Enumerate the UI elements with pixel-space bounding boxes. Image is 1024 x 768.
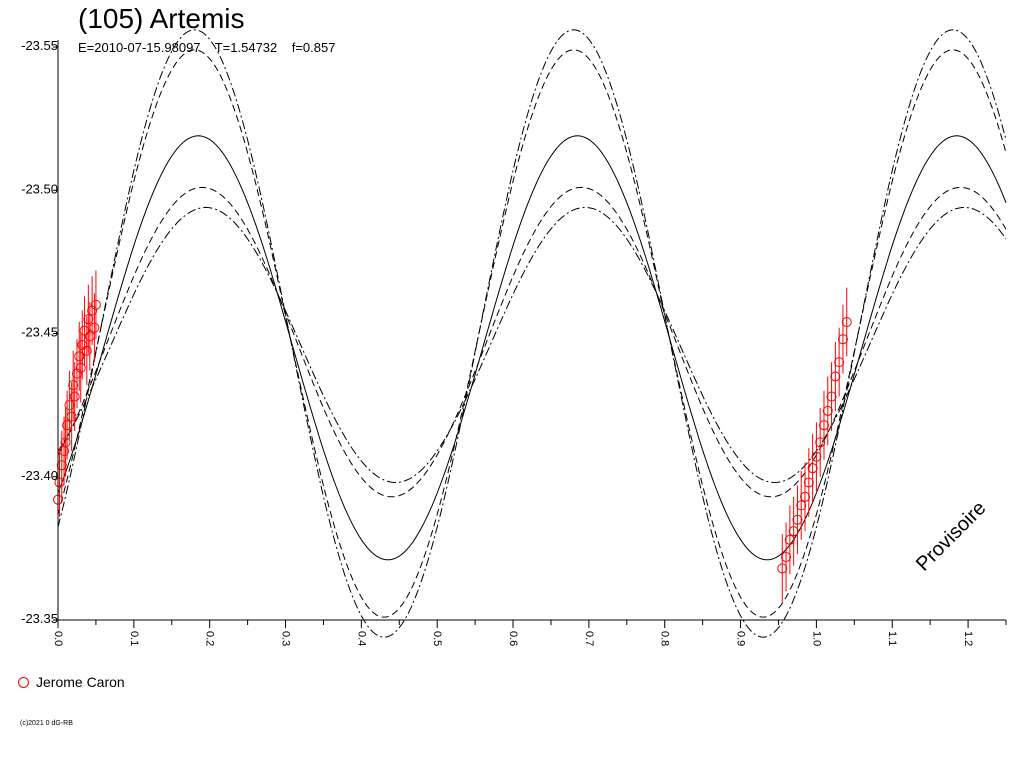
data-point [69, 391, 80, 402]
x-tick-label: 0.2 [204, 631, 216, 646]
model-curve-4 [57, 29, 1007, 638]
data-point [79, 325, 90, 336]
copyright-text: (c)2021 0 dG-RB [20, 720, 73, 727]
data-points [53, 270, 852, 603]
x-tick-label: 1.0 [810, 631, 822, 646]
data-point [71, 368, 82, 379]
data-point [64, 400, 75, 411]
data-point [56, 460, 67, 471]
data-point [815, 437, 826, 448]
data-point [792, 514, 803, 525]
y-tick-label: -23.55 [21, 38, 58, 53]
data-point [83, 314, 94, 325]
data-point [68, 380, 79, 391]
x-tick-label: 0.6 [507, 631, 519, 646]
x-tick-label: 0.3 [280, 631, 292, 646]
x-tick-label: 0.8 [659, 631, 671, 646]
data-point [811, 451, 822, 462]
data-point [60, 437, 71, 448]
data-point [837, 334, 848, 345]
y-tick-label: -23.50 [21, 181, 58, 196]
data-point [89, 322, 100, 333]
data-point [75, 362, 86, 373]
data-point [800, 491, 811, 502]
model-curve-2 [57, 49, 1007, 618]
legend-circle-icon [18, 676, 29, 688]
x-tick-label: 0.4 [355, 631, 367, 646]
x-tick-label: 0.9 [735, 631, 747, 646]
x-tick-label: 0.5 [431, 631, 443, 646]
legend-label: Jerome Caron [36, 674, 125, 690]
data-point [781, 551, 792, 562]
legend: Jerome Caron [18, 674, 125, 690]
data-point [796, 500, 807, 511]
model-curve-3 [57, 186, 1007, 498]
data-point [74, 351, 85, 362]
y-tick-label: -23.45 [21, 325, 58, 340]
y-tick-label: -23.35 [21, 611, 58, 626]
data-point [826, 391, 837, 402]
data-point [830, 371, 841, 382]
y-tick-label: -23.40 [21, 468, 58, 483]
data-point [81, 345, 92, 356]
data-point [90, 299, 101, 310]
data-point [788, 526, 799, 537]
data-point [818, 420, 829, 431]
data-point [777, 563, 788, 574]
chart-title: (105) Artemis [78, 3, 245, 34]
x-tick-label: 1.2 [962, 631, 974, 646]
chart-axes: 0.0 0.1 0.2 0.3 0.4 0.5 0.6 0.7 0.8 0.9 1.0 1.1 1.2 -… [21, 38, 1007, 646]
x-tick-label: 0.0 [52, 631, 64, 646]
data-point [822, 405, 833, 416]
data-point [803, 477, 814, 488]
model-curve-1 [57, 135, 1007, 561]
data-point [66, 411, 77, 422]
x-tick-label: 0.7 [583, 631, 595, 646]
model-curve-5 [57, 206, 1007, 484]
chart-subtitle: E=2010-07-15.98097 T=1.54732 f=0.857 [78, 40, 336, 55]
x-tick-label: 0.1 [128, 631, 140, 646]
data-point [807, 463, 818, 474]
data-point [841, 317, 852, 328]
model-curves [57, 29, 1007, 638]
x-tick-label: 1.1 [886, 631, 898, 646]
data-point [784, 534, 795, 545]
data-point [834, 357, 845, 368]
data-point [87, 305, 98, 316]
